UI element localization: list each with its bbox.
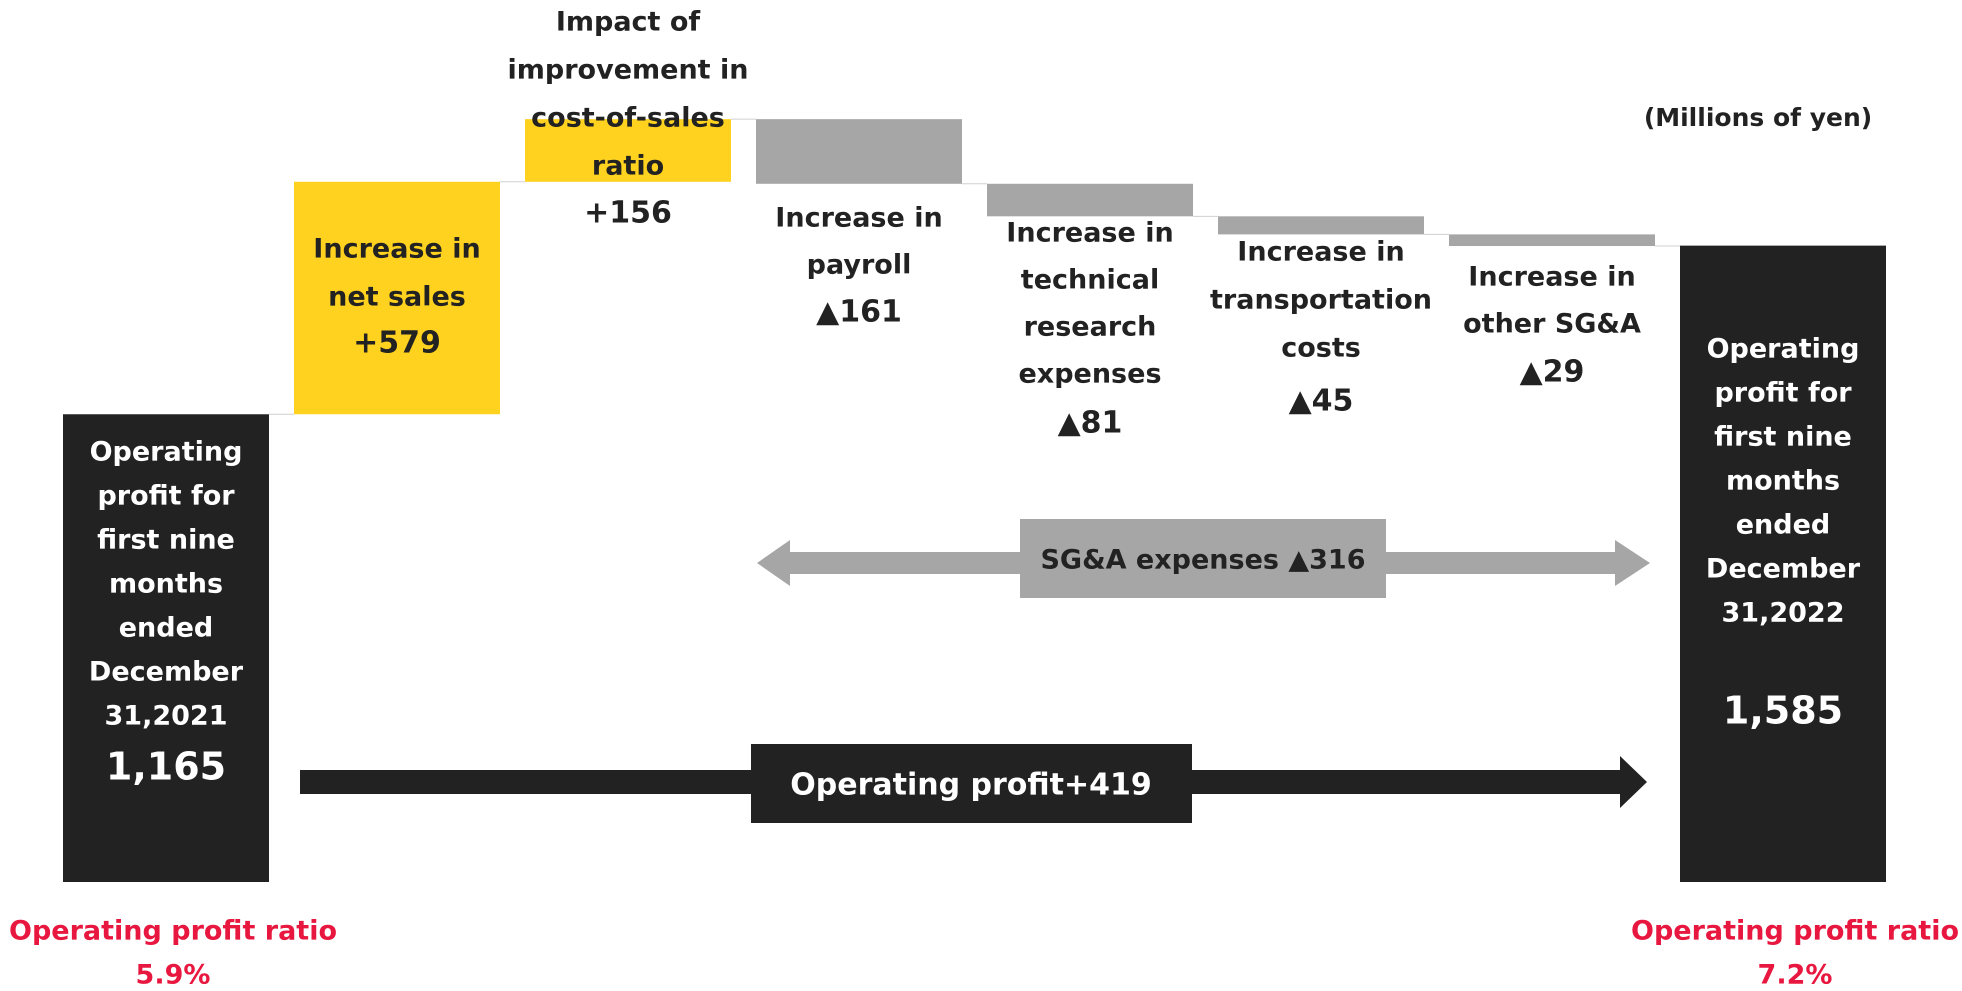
- category-label: Increase in: [775, 203, 942, 234]
- bar: [525, 119, 731, 182]
- category-label: ratio: [592, 151, 664, 182]
- category-label: expenses: [1018, 359, 1161, 390]
- category-label: 31,2021: [105, 701, 228, 732]
- category-label: net sales: [328, 282, 466, 313]
- category-label: cost-of-sales: [531, 103, 725, 134]
- category-label: months: [1726, 466, 1840, 497]
- category-label: transportation: [1210, 285, 1432, 316]
- bar: [294, 181, 500, 415]
- category-label: technical: [1021, 265, 1159, 296]
- category-label: December: [1706, 554, 1861, 585]
- category-label: ended: [119, 613, 214, 644]
- category-label: months: [109, 569, 223, 600]
- category-label: Impact of: [556, 7, 701, 38]
- category-label: costs: [1281, 333, 1361, 364]
- value-label: ▲81: [1058, 406, 1123, 441]
- category-label: improvement in: [508, 55, 749, 86]
- value-label: ▲45: [1289, 384, 1354, 419]
- sga-arrow: SG&A expenses ▲316: [757, 519, 1650, 598]
- ratio-title: Operating profit ratio: [1631, 916, 1959, 947]
- category-label: ended: [1736, 510, 1831, 541]
- category-label: other SG&A: [1463, 309, 1641, 340]
- value-label: 1,585: [1723, 689, 1843, 733]
- ratio-value: 5.9%: [136, 960, 211, 991]
- category-label: profit for: [97, 481, 235, 512]
- category-label: Operating: [90, 437, 243, 468]
- bar: [756, 119, 962, 184]
- ratio-value: 7.2%: [1758, 960, 1833, 991]
- value-label: ▲29: [1520, 355, 1585, 390]
- bar: [1449, 234, 1655, 247]
- annotation-box: [751, 744, 1192, 823]
- category-label: first nine: [97, 525, 235, 556]
- value-label: +156: [584, 196, 672, 231]
- bar: [63, 414, 269, 882]
- annotation-box: [1020, 519, 1386, 598]
- category-label: December: [89, 657, 244, 688]
- annotation: Operating profit+419: [790, 768, 1151, 803]
- bar: [1680, 245, 1886, 882]
- category-label: Increase in: [313, 234, 480, 265]
- category-label: Increase in: [1237, 237, 1404, 268]
- category-label: payroll: [807, 250, 912, 281]
- category-label: 31,2022: [1722, 598, 1845, 629]
- profit-arrow: Operating profit+419: [300, 744, 1647, 823]
- ratio-title: Operating profit ratio: [9, 916, 337, 947]
- value-label: 1,165: [106, 745, 226, 789]
- category-label: research: [1024, 312, 1157, 343]
- value-label: +579: [353, 326, 441, 361]
- category-label: Increase in: [1006, 218, 1173, 249]
- category-label: profit for: [1714, 378, 1852, 409]
- unit-label: (Millions of yen): [1644, 103, 1872, 132]
- category-label: first nine: [1714, 422, 1852, 453]
- category-label: Increase in: [1468, 262, 1635, 293]
- category-label: Operating: [1707, 334, 1860, 365]
- bar: [987, 183, 1193, 217]
- value-label: ▲161: [816, 295, 902, 330]
- bar: [1218, 216, 1424, 235]
- annotation: SG&A expenses ▲316: [1040, 545, 1365, 576]
